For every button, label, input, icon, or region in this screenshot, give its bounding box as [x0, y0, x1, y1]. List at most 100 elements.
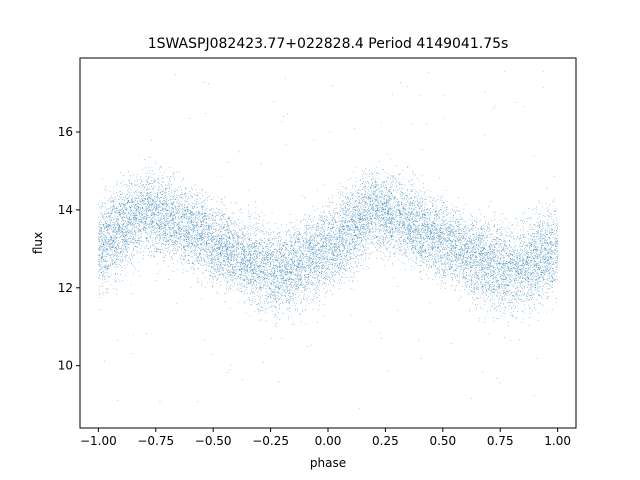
- data-point: [367, 209, 368, 211]
- data-point: [554, 223, 556, 224]
- data-point: [383, 252, 384, 254]
- data-point: [484, 279, 485, 281]
- data-point: [433, 262, 434, 264]
- data-point: [257, 308, 259, 309]
- data-point: [164, 199, 165, 201]
- data-point: [301, 221, 303, 222]
- data-point: [144, 191, 146, 193]
- data-point: [100, 220, 101, 222]
- data-point: [257, 266, 258, 268]
- data-point: [98, 240, 100, 241]
- data-point: [530, 268, 531, 270]
- data-point: [443, 243, 444, 244]
- data-point: [232, 247, 233, 248]
- data-point: [343, 255, 345, 256]
- data-point: [422, 251, 424, 253]
- data-point: [236, 247, 238, 249]
- data-point: [500, 306, 501, 307]
- data-point: [265, 283, 266, 284]
- data-point: [386, 226, 387, 227]
- data-point: [264, 264, 266, 266]
- data-point: [232, 253, 233, 255]
- data-point: [478, 244, 480, 246]
- data-point: [441, 224, 443, 226]
- data-point: [199, 236, 201, 238]
- data-point: [420, 246, 421, 247]
- data-point: [299, 280, 301, 281]
- data-point: [396, 209, 398, 210]
- data-point: [547, 222, 548, 223]
- data-point: [145, 227, 147, 229]
- data-point: [129, 191, 130, 193]
- data-point: [499, 295, 501, 296]
- data-point: [123, 240, 124, 241]
- data-point: [105, 248, 107, 250]
- data-point: [291, 264, 293, 265]
- data-point: [135, 217, 136, 219]
- data-point: [309, 238, 311, 239]
- data-point: [294, 278, 296, 279]
- data-point: [198, 253, 200, 254]
- data-point: [347, 197, 349, 198]
- data-point: [258, 281, 260, 283]
- data-point: [469, 286, 470, 288]
- data-point: [482, 260, 484, 261]
- data-point: [493, 211, 494, 213]
- data-point: [117, 218, 118, 220]
- data-point: [314, 278, 316, 279]
- data-point: [290, 274, 292, 276]
- data-point: [205, 242, 207, 244]
- data-point: [316, 244, 317, 246]
- data-point: [351, 229, 352, 231]
- data-point: [335, 270, 336, 272]
- data-point: [339, 247, 340, 249]
- data-point: [246, 271, 248, 272]
- data-point: [421, 251, 423, 252]
- data-point: [388, 191, 390, 193]
- data-point: [318, 285, 320, 287]
- data-point: [290, 237, 292, 238]
- data-point: [472, 247, 474, 248]
- data-point: [230, 238, 231, 240]
- data-point: [204, 264, 206, 265]
- data-point: [426, 199, 427, 200]
- data-point: [293, 285, 295, 286]
- data-point: [276, 264, 278, 266]
- data-point: [446, 223, 447, 224]
- data-point: [550, 234, 552, 235]
- data-point: [126, 226, 128, 228]
- data-point: [541, 243, 542, 245]
- data-point: [258, 248, 259, 250]
- data-point: [482, 239, 484, 241]
- data-point: [122, 242, 124, 244]
- data-point: [462, 261, 464, 263]
- data-point: [273, 268, 275, 270]
- data-point: [144, 215, 145, 217]
- data-point: [382, 209, 383, 210]
- data-point: [346, 212, 348, 214]
- data-point: [407, 200, 408, 202]
- data-point: [505, 306, 507, 308]
- data-point: [410, 203, 411, 205]
- data-point: [229, 231, 231, 233]
- data-point: [417, 229, 419, 231]
- data-point: [180, 186, 181, 187]
- data-point: [413, 209, 415, 210]
- data-point: [175, 208, 177, 210]
- data-point: [392, 211, 394, 213]
- data-point: [534, 395, 535, 396]
- data-point: [343, 253, 345, 254]
- data-point: [125, 246, 126, 248]
- data-point: [368, 210, 369, 212]
- data-point: [251, 291, 253, 292]
- data-point: [508, 278, 510, 279]
- data-point: [427, 240, 428, 242]
- data-point: [249, 271, 251, 273]
- data-point: [554, 227, 556, 229]
- data-point: [217, 247, 219, 248]
- data-point: [146, 224, 148, 225]
- data-point: [221, 215, 223, 216]
- data-point: [514, 245, 516, 246]
- data-point: [241, 269, 242, 271]
- data-point: [354, 245, 355, 247]
